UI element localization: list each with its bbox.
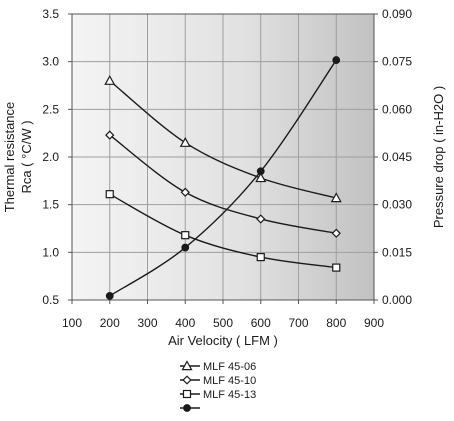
series-line — [109, 80, 337, 199]
y2-tick-label: 0.075 — [382, 55, 412, 69]
series-3 — [105, 190, 341, 272]
y-axis-title-line-1: Thermal resistance — [2, 102, 17, 213]
x-axis-title: Air Velocity ( LFM ) — [168, 333, 278, 348]
data-point-square — [105, 190, 114, 199]
series-4 — [105, 56, 341, 300]
series-line — [109, 59, 337, 297]
x-tick-label: 900 — [364, 316, 384, 330]
x-tick-label: 200 — [100, 316, 120, 330]
legend-marker-square — [182, 389, 192, 399]
y-tick-label: 2.5 — [42, 102, 59, 116]
legend-label: MLF 45-06 — [203, 361, 256, 373]
y-tick-label: 0.5 — [42, 293, 59, 307]
y-axis-title-line-2: Rca ( °C/W ) — [19, 120, 34, 193]
y-tick-label: 3.5 — [42, 7, 59, 21]
series-1 — [104, 74, 342, 203]
legend-marker-diamond — [182, 375, 192, 385]
y2-tick-label: 0.090 — [382, 7, 412, 21]
series-group — [104, 56, 342, 300]
legend-label: MLF 45-13 — [203, 389, 256, 401]
data-point-diamond — [256, 214, 266, 224]
y-tick-label: 2.0 — [42, 150, 59, 164]
y2-tick-label: 0.015 — [382, 245, 412, 259]
x-tick-label: 100 — [62, 316, 82, 330]
x-tick-label: 800 — [326, 316, 346, 330]
legend-label: MLF 45-10 — [203, 375, 256, 387]
data-point-square — [256, 253, 265, 262]
data-point-diamond — [180, 187, 190, 197]
data-point-circle — [256, 167, 265, 176]
series-line — [109, 193, 337, 269]
legend-item: MLF 45-10 — [180, 375, 256, 387]
legend-item — [180, 404, 200, 412]
series-2 — [105, 130, 341, 238]
data-point-diamond — [331, 228, 341, 238]
data-point-circle — [181, 243, 190, 252]
y-tick-label: 3.0 — [42, 55, 59, 69]
x-tick-label: 400 — [175, 316, 195, 330]
y2-tick-label: 0.030 — [382, 198, 412, 212]
data-point-circle — [332, 56, 341, 64]
data-point-triangle — [104, 74, 116, 85]
y2-tick-label: 0.060 — [382, 102, 412, 116]
x-tick-label: 500 — [213, 316, 233, 330]
y2-axis-title: Pressure drop ( in-H2O ) — [431, 86, 446, 228]
y2-tick-label: 0.045 — [382, 150, 412, 164]
series-line — [109, 134, 337, 234]
y-tick-label: 1.5 — [42, 198, 59, 212]
data-point-diamond — [105, 130, 115, 140]
x-tick-label: 300 — [137, 316, 157, 330]
legend-item: MLF 45-13 — [180, 389, 256, 401]
legend-marker-triangle — [181, 360, 193, 371]
x-tick-label: 600 — [251, 316, 271, 330]
data-point-triangle — [255, 172, 267, 183]
data-point-square — [332, 263, 341, 272]
data-point-triangle — [330, 192, 342, 203]
grid-lines — [72, 14, 374, 300]
legend: MLF 45-06 MLF 45-10 MLF 45-13 — [180, 360, 256, 412]
legend-item: MLF 45-06 — [180, 360, 256, 373]
y-tick-label: 1.0 — [42, 245, 59, 259]
tick-labels: 100 200 300 400 500 600 700 800 900 0.5 1.0 1.5 2.0 2… — [42, 7, 412, 330]
data-point-square — [181, 231, 190, 240]
data-point-triangle — [179, 136, 191, 147]
x-tick-label: 700 — [288, 316, 308, 330]
legend-marker-circle — [183, 404, 191, 412]
data-point-circle — [105, 291, 114, 300]
y2-tick-label: 0.000 — [382, 293, 412, 307]
axes — [68, 13, 378, 304]
